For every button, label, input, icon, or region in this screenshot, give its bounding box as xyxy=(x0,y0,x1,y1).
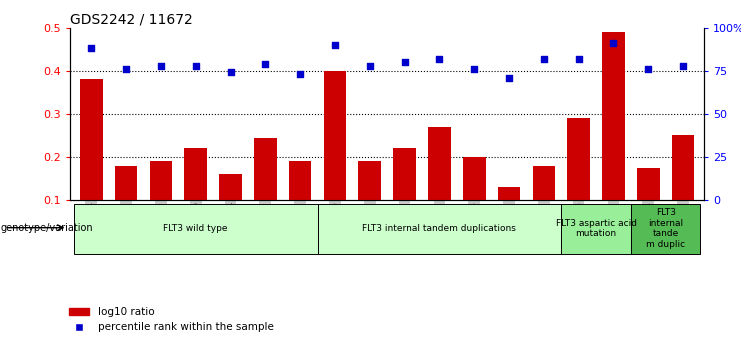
Bar xyxy=(115,166,137,243)
Bar xyxy=(254,138,276,243)
Bar xyxy=(672,136,694,243)
Bar xyxy=(602,32,625,243)
Bar xyxy=(318,204,561,254)
Point xyxy=(329,42,341,48)
Point xyxy=(399,59,411,65)
Text: FLT3
internal
tande
m duplic: FLT3 internal tande m duplic xyxy=(646,208,685,249)
Text: genotype/variation: genotype/variation xyxy=(1,223,93,233)
Point xyxy=(503,75,515,80)
Bar xyxy=(568,118,590,243)
Point xyxy=(573,56,585,61)
Point xyxy=(85,46,97,51)
Point xyxy=(677,63,689,68)
Bar xyxy=(463,157,485,243)
Bar xyxy=(185,148,207,243)
Bar xyxy=(150,161,172,243)
Text: FLT3 aspartic acid
mutation: FLT3 aspartic acid mutation xyxy=(556,219,637,238)
Bar xyxy=(428,127,451,243)
Point xyxy=(468,66,480,72)
Bar xyxy=(561,204,631,254)
Text: FLT3 wild type: FLT3 wild type xyxy=(164,224,228,233)
Bar xyxy=(393,148,416,243)
Text: GDS2242 / 11672: GDS2242 / 11672 xyxy=(70,12,193,27)
Point xyxy=(364,63,376,68)
Point xyxy=(190,63,202,68)
Bar xyxy=(289,161,311,243)
Point xyxy=(538,56,550,61)
Legend: log10 ratio, percentile rank within the sample: log10 ratio, percentile rank within the … xyxy=(64,303,278,336)
Point xyxy=(225,70,236,75)
Bar xyxy=(74,204,318,254)
Bar xyxy=(631,204,700,254)
Point xyxy=(608,40,619,46)
Point xyxy=(120,66,132,72)
Bar xyxy=(219,174,242,243)
Bar xyxy=(533,166,555,243)
Bar xyxy=(498,187,520,243)
Bar xyxy=(324,71,346,243)
Bar xyxy=(637,168,659,243)
Point xyxy=(642,66,654,72)
Point xyxy=(433,56,445,61)
Bar xyxy=(359,161,381,243)
Bar xyxy=(80,79,102,243)
Text: FLT3 internal tandem duplications: FLT3 internal tandem duplications xyxy=(362,224,516,233)
Point xyxy=(294,71,306,77)
Point xyxy=(259,61,271,67)
Point xyxy=(155,63,167,68)
